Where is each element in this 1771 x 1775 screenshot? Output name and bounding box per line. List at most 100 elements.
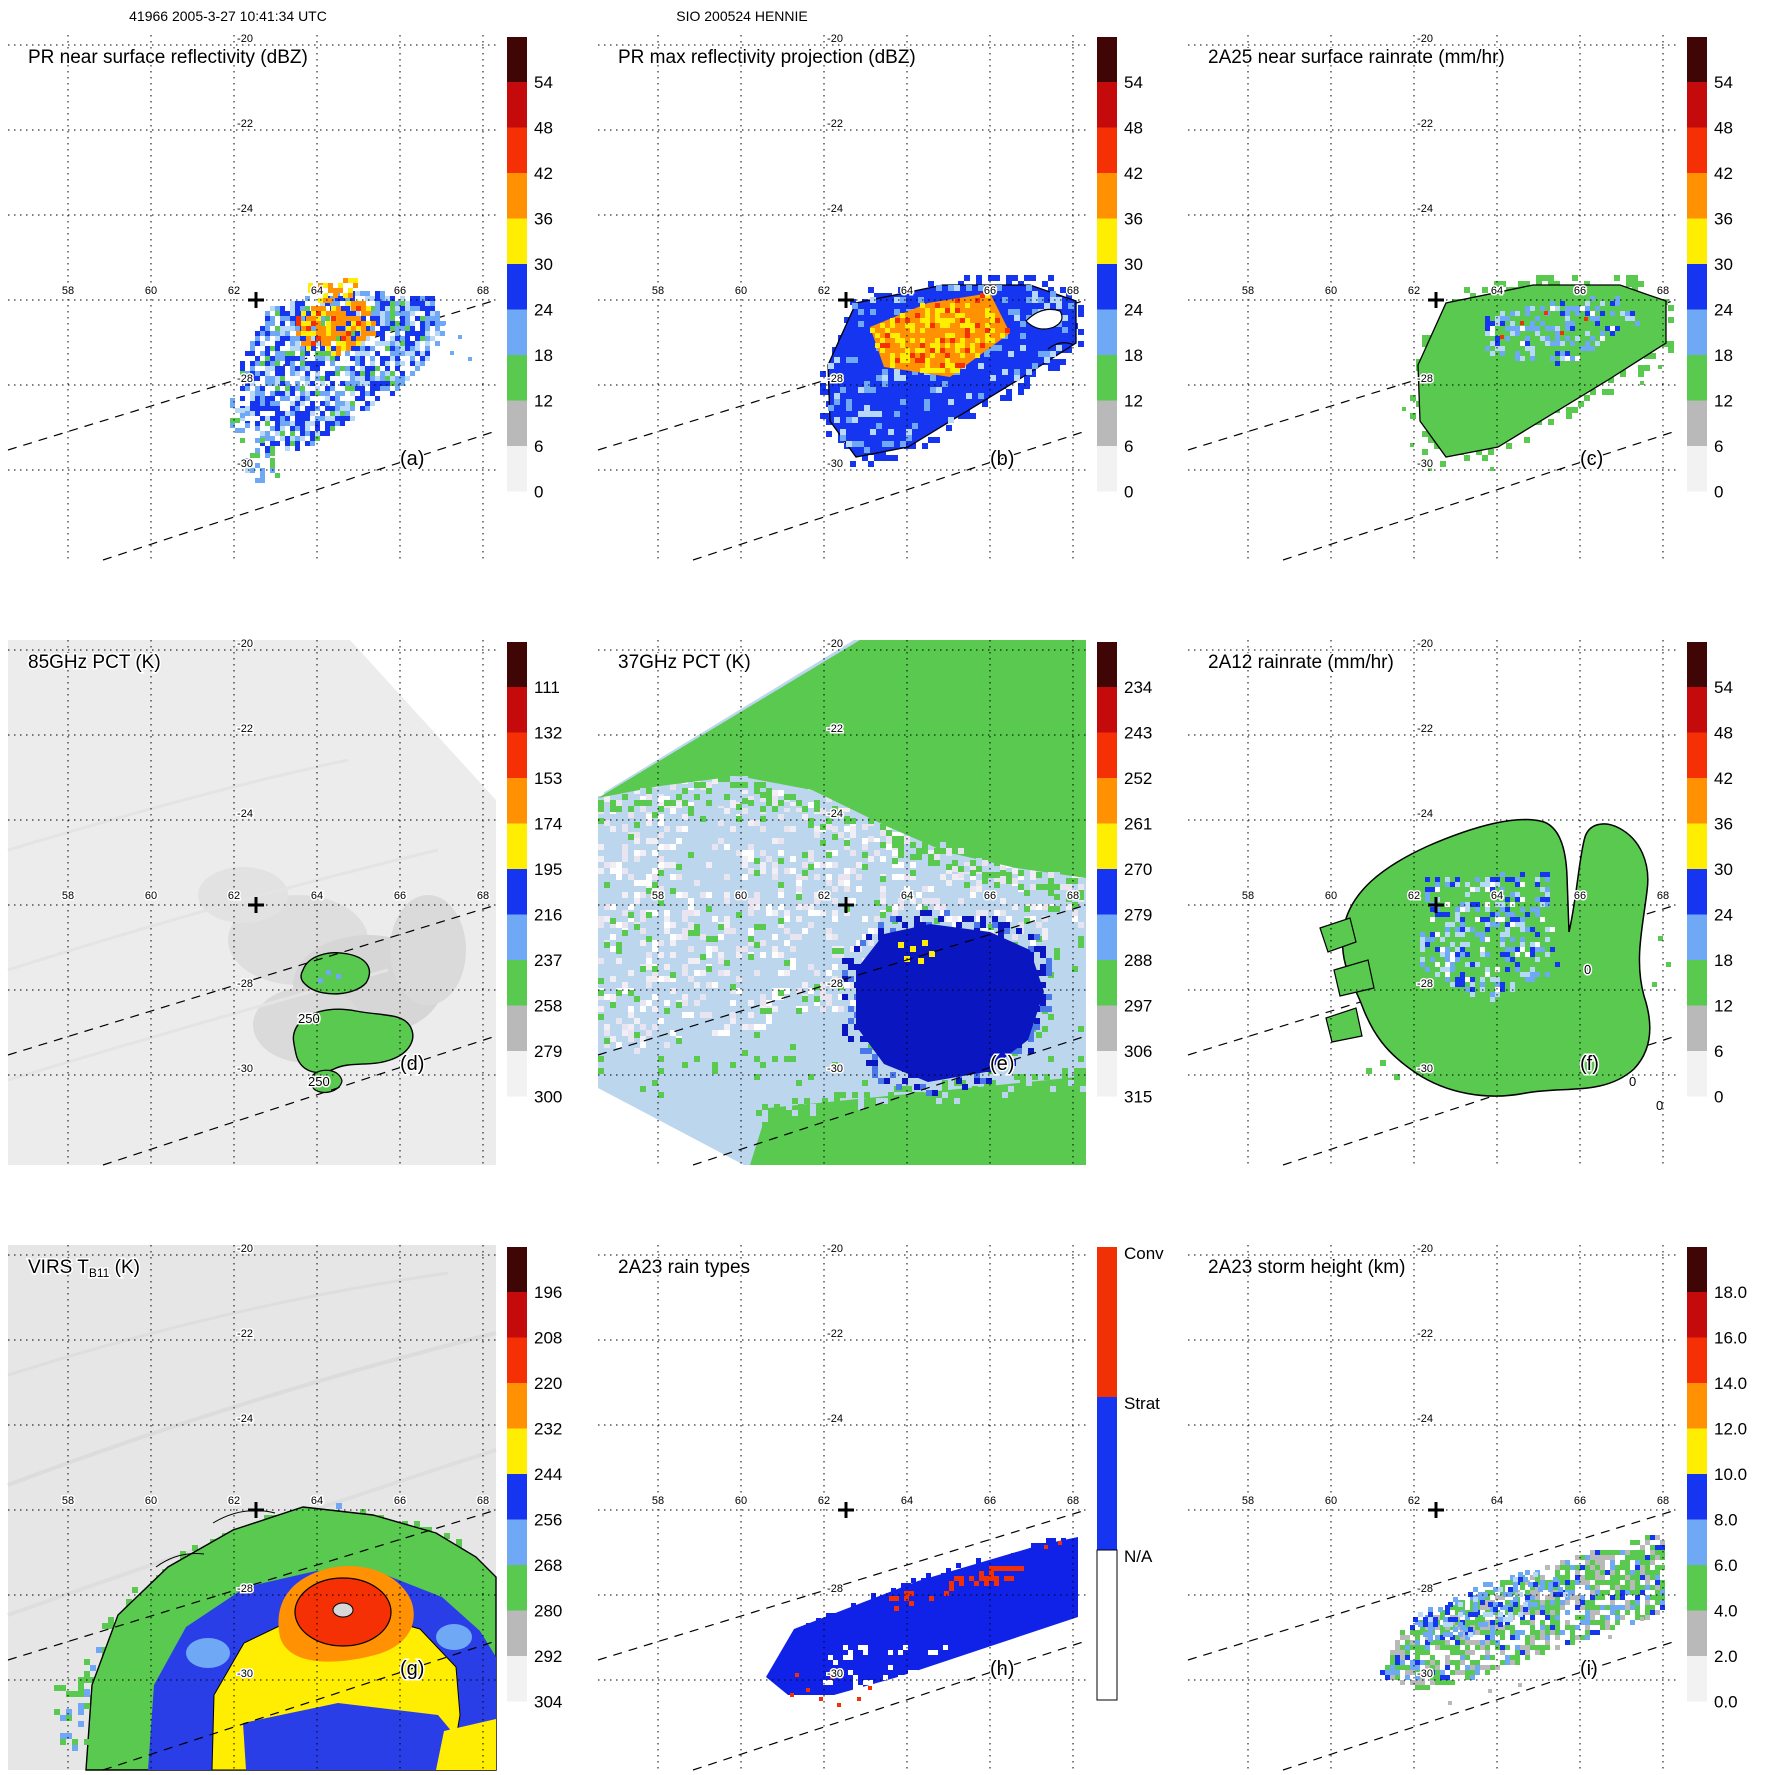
colorbar-block — [507, 355, 527, 401]
lat-label: -24 — [1417, 808, 1433, 820]
lat-label: -30 — [1417, 1668, 1433, 1680]
colorbar-block — [507, 1520, 527, 1566]
colorbar-tick-label: 196 — [534, 1283, 562, 1302]
lon-label: 68 — [477, 285, 489, 297]
colorbar-tick-label: 18 — [534, 346, 553, 365]
lon-label: 66 — [394, 890, 406, 902]
colorbar-block — [1097, 401, 1117, 447]
colorbar-tick-label: 12.0 — [1714, 1420, 1747, 1439]
lat-label: -22 — [827, 1328, 843, 1340]
colorbar-tick-label: 48 — [1714, 724, 1733, 743]
lat-label: -30 — [827, 458, 843, 470]
panel-letter: (e) — [990, 1053, 1014, 1075]
lat-label: -30 — [827, 1063, 843, 1075]
colorbar-tick-label: 6 — [534, 437, 543, 456]
colorbar-block — [1687, 264, 1707, 310]
colorbar-block — [507, 1051, 527, 1097]
colorbar-block — [507, 1383, 527, 1429]
colorbar-block — [1687, 824, 1707, 870]
lon-label: 64 — [1491, 890, 1503, 902]
lon-label: 60 — [735, 1495, 747, 1507]
colorbar-tick-label: 0 — [1714, 1088, 1723, 1107]
lat-label: -28 — [827, 1583, 843, 1595]
contour-label: 250 — [308, 1074, 330, 1089]
colorbar-block — [1687, 1520, 1707, 1566]
lon-label: 68 — [1067, 285, 1079, 297]
colorbar-tick-label: 0 — [534, 483, 543, 502]
panel-title: 2A23 rain types — [618, 1257, 750, 1278]
panel-title: 2A23 storm height (km) — [1208, 1257, 1405, 1278]
lat-label: -24 — [237, 808, 253, 820]
panel-letter: (f) — [1580, 1053, 1599, 1075]
colorbar-block — [507, 446, 527, 492]
panel-title: PR max reflectivity projection (dBZ) — [618, 47, 916, 68]
lon-label: 58 — [1242, 285, 1254, 297]
lon-label: 68 — [1067, 890, 1079, 902]
colorbar-tick-label: 24 — [534, 301, 553, 320]
colorbar-block — [1687, 642, 1707, 687]
colorbar-tick-label: 24 — [1714, 301, 1733, 320]
colorbar-block — [507, 1656, 527, 1702]
lat-label: -22 — [237, 1328, 253, 1340]
panel-title: 2A25 near surface rainrate (mm/hr) — [1208, 47, 1505, 68]
colorbar-tick-label: 252 — [1124, 769, 1152, 788]
colorbar-block — [507, 401, 527, 447]
colorbar-block — [1097, 642, 1117, 687]
colorbar-tick-label: 237 — [534, 951, 562, 970]
colorbar-block — [507, 1338, 527, 1384]
colorbar-tick-label: 279 — [1124, 906, 1152, 925]
colorbar-tick-label: 0 — [1124, 483, 1133, 502]
colorbar-block — [1687, 1247, 1707, 1292]
colorbar-tick-label: 216 — [534, 906, 562, 925]
lon-label: 58 — [62, 890, 74, 902]
colorbar-block — [1687, 1006, 1707, 1052]
colorbar-tick-label: 54 — [1124, 73, 1143, 92]
colorbar-tick-label: 54 — [1714, 678, 1733, 697]
colorbar-block — [507, 310, 527, 356]
colorbar-block — [507, 1292, 527, 1338]
colorbar-tick-label: 18 — [1714, 346, 1733, 365]
lat-label: -22 — [1417, 118, 1433, 130]
lon-label: 58 — [1242, 890, 1254, 902]
colorbar-block — [1687, 128, 1707, 174]
lat-label: -22 — [1417, 723, 1433, 735]
lat-label: -20 — [1417, 1243, 1433, 1255]
lat-label: -30 — [1417, 1063, 1433, 1075]
lat-label: -22 — [827, 118, 843, 130]
colorbar-block — [1687, 1383, 1707, 1429]
lat-label: -20 — [827, 1243, 843, 1255]
data-shape — [390, 895, 466, 1005]
colorbar-block — [507, 37, 527, 82]
lon-label: 60 — [145, 1495, 157, 1507]
colorbar-block — [1687, 778, 1707, 824]
colorbar-tick-label: 0.0 — [1714, 1693, 1738, 1712]
lon-label: 62 — [818, 890, 830, 902]
colorbar-block — [507, 82, 527, 128]
colorbar-tick-label: N/A — [1124, 1547, 1153, 1566]
data-field — [820, 275, 1084, 467]
lon-label: 64 — [1491, 1495, 1503, 1507]
colorbar-tick-label: 36 — [534, 210, 553, 229]
colorbar-tick-label: 18.0 — [1714, 1283, 1747, 1302]
lat-label: -24 — [827, 808, 843, 820]
lon-label: 60 — [1325, 890, 1337, 902]
colorbar-block — [507, 1006, 527, 1052]
colorbar-tick-label: 2.0 — [1714, 1647, 1738, 1666]
colorbar-block — [1687, 1611, 1707, 1657]
lon-label: 60 — [145, 285, 157, 297]
lon-label: 64 — [901, 1495, 913, 1507]
colorbar-tick-label: 280 — [534, 1602, 562, 1621]
lat-label: -28 — [237, 373, 253, 385]
lon-label: 62 — [818, 285, 830, 297]
colorbar-tick-label: 24 — [1124, 301, 1143, 320]
colorbar-tick-label: 42 — [1124, 164, 1143, 183]
lat-label: -24 — [1417, 1413, 1433, 1425]
colorbar-tick-label: 208 — [534, 1329, 562, 1348]
